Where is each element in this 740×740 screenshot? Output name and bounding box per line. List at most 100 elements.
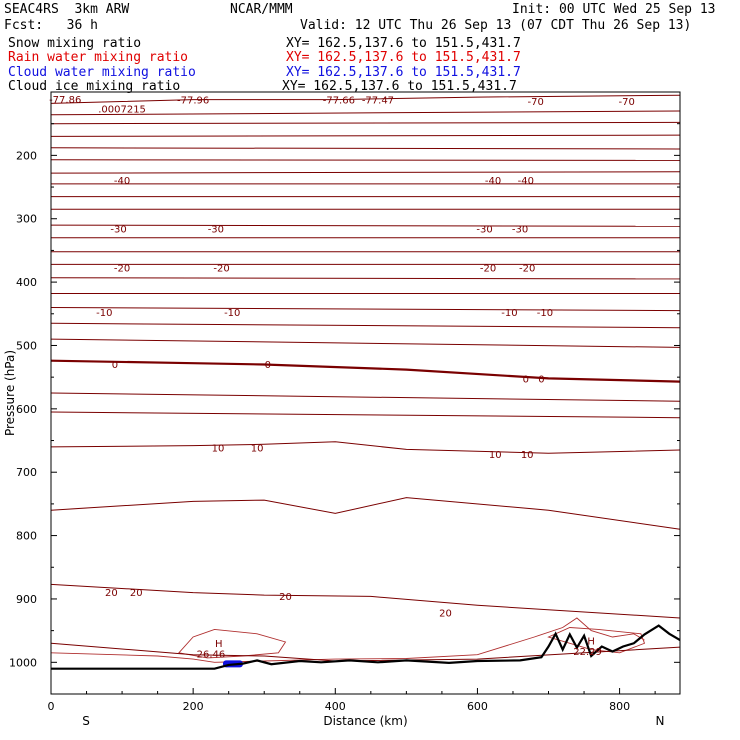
contour-label: -40 — [114, 176, 130, 187]
contour-label: -20 — [519, 264, 535, 275]
x-axis-label: Distance (km) — [323, 714, 407, 728]
x-tick-label: 400 — [325, 700, 346, 713]
isotherm-line-19 — [50, 359, 681, 383]
legend-cloudwater-label: Cloud water mixing ratio — [8, 65, 196, 80]
isotherms — [50, 94, 681, 662]
x-tick-label: 200 — [183, 700, 204, 713]
rain-contour-0 — [50, 617, 645, 663]
contour-label: -30 — [110, 224, 126, 235]
isotherm-line-20 — [50, 392, 681, 402]
contour-label: 0 — [523, 375, 529, 386]
contour-label: 0 — [112, 360, 118, 371]
isotherm-line-5 — [50, 159, 681, 161]
init-time: Init: 00 UTC Wed 25 Sep 13 — [512, 2, 716, 17]
rain-contour-1 — [178, 628, 287, 659]
contour-label: 10 — [212, 444, 225, 455]
isotherm-line-17 — [50, 322, 681, 329]
y-tick-label: 200 — [16, 149, 37, 162]
isotherm-line-2 — [50, 121, 681, 125]
model-title: SEAC4RS 3km ARW — [4, 2, 130, 17]
y-tick-label: 500 — [16, 339, 37, 352]
contour-label: -77.47 — [362, 96, 394, 107]
legend-cloudwater-xy: XY= 162.5,137.6 to 151.5,431.7 — [286, 65, 521, 80]
y-tick-label: 800 — [16, 530, 37, 543]
contour-label: -70 — [619, 97, 635, 108]
contour-label: -30 — [476, 224, 492, 235]
x-tick-label: 0 — [48, 700, 55, 713]
y-tick-label: 700 — [16, 466, 37, 479]
contour-label: 20 — [130, 588, 143, 599]
isotherm-line-3 — [50, 134, 681, 137]
south-label: S — [82, 714, 90, 728]
x-tick-label: 800 — [609, 700, 630, 713]
y-tick-label: 300 — [16, 213, 37, 226]
contour-label: -77.66 — [323, 96, 355, 107]
isotherm-line-24 — [50, 583, 681, 619]
isotherm-line-18 — [50, 338, 681, 348]
terrain-line — [51, 624, 681, 670]
north-label: N — [656, 714, 665, 728]
isotherm-line-4 — [50, 147, 681, 150]
contour-label: -20 — [213, 264, 229, 275]
isotherm-line-16 — [50, 307, 681, 312]
contour-label: 0 — [538, 375, 544, 386]
annotation-label: H — [587, 636, 595, 647]
contour-label: 0 — [265, 360, 271, 371]
contour-label: -10 — [501, 308, 517, 319]
terrain — [51, 624, 681, 670]
annotation-label: 26.46 — [197, 650, 226, 661]
legend-cloudice-label: Cloud ice mixing ratio — [8, 79, 181, 94]
org-title: NCAR/MMM — [230, 2, 293, 17]
contour-label: 20 — [439, 608, 452, 619]
isotherm-line-10 — [50, 224, 681, 227]
rain-contour-2 — [547, 627, 646, 654]
plot-frame — [50, 91, 681, 695]
y-tick-label: 900 — [16, 593, 37, 606]
rain-contours — [50, 617, 646, 663]
contour-label: 10 — [251, 444, 264, 455]
annotation-label: 22.29 — [573, 647, 602, 658]
legend-rain-xy: XY= 162.5,137.6 to 151.5,431.7 — [286, 50, 521, 65]
contour-label: -10 — [537, 308, 553, 319]
contour-label: -40 — [518, 176, 534, 187]
contour-label: -40 — [485, 176, 501, 187]
isotherm-line-6 — [50, 171, 681, 174]
contour-label: -77.86 — [49, 95, 81, 106]
contour-label: 10 — [521, 450, 534, 461]
isotherm-line-1 — [50, 110, 681, 116]
legend-rain-label: Rain water mixing ratio — [8, 50, 189, 65]
legend-cloudice-xy: XY= 162.5,137.6 to 151.5,431.7 — [282, 79, 517, 94]
legend-snow-xy: XY= 162.5,137.6 to 151.5,431.7 — [286, 36, 521, 51]
isotherm-line-22 — [50, 441, 681, 454]
contour-label: 10 — [489, 450, 502, 461]
forecast-hour: Fcst: 36 h — [4, 18, 98, 33]
contour-label: -30 — [512, 224, 528, 235]
contour-label: 20 — [279, 592, 292, 603]
annotation-label: .0007215 — [98, 105, 146, 116]
isotherm-line-14 — [50, 277, 681, 280]
y-tick-label: 1000 — [9, 656, 37, 669]
y-tick-label: 400 — [16, 276, 37, 289]
valid-time: Valid: 12 UTC Thu 26 Sep 13 (07 CDT Thu … — [300, 18, 692, 33]
contour-label: 20 — [105, 588, 118, 599]
contour-label: -20 — [114, 264, 130, 275]
annotation-label: H — [215, 639, 223, 650]
y-axis-label: Pressure (hPa) — [3, 350, 17, 436]
contour-label: -10 — [96, 308, 112, 319]
isotherm-line-0 — [50, 94, 681, 104]
contour-label: -77.96 — [177, 96, 209, 107]
contour-label: -70 — [528, 97, 544, 108]
isotherm-line-23 — [50, 497, 681, 530]
contour-label: -10 — [224, 308, 240, 319]
isotherm-line-25 — [50, 642, 681, 662]
y-tick-label: 600 — [16, 403, 37, 416]
legend-snow-label: Snow mixing ratio — [8, 36, 142, 51]
x-tick-label: 600 — [467, 700, 488, 713]
isotherm-line-21 — [50, 411, 681, 419]
contour-label: -30 — [208, 224, 224, 235]
contour-labels: -77.86 -77.96 -77.66 -77.47 -70 -70 -40 -40 -40 -… — [49, 95, 635, 660]
contour-label: -20 — [480, 264, 496, 275]
